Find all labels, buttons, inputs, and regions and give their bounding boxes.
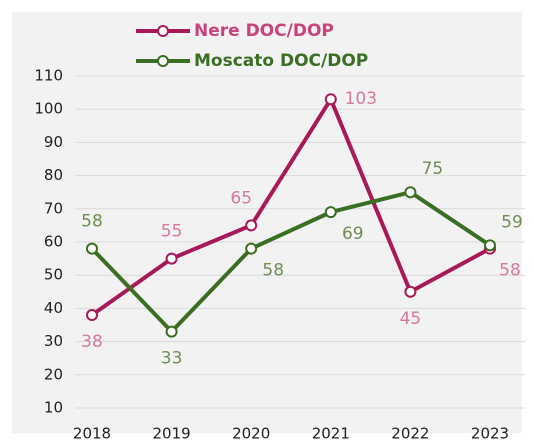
data-label: 55 bbox=[161, 222, 183, 242]
point bbox=[324, 93, 337, 106]
data-label: 69 bbox=[342, 224, 364, 244]
y-tick-label: 110 bbox=[34, 67, 63, 85]
point bbox=[165, 325, 178, 338]
x-tick-label: 2019 bbox=[153, 425, 191, 443]
data-label: 59 bbox=[501, 212, 523, 232]
x-tick-label: 2018 bbox=[73, 425, 111, 443]
data-label: 103 bbox=[345, 89, 377, 109]
legend-marker bbox=[157, 25, 169, 37]
y-tick-label: 20 bbox=[44, 365, 63, 383]
data-label: 75 bbox=[422, 159, 444, 179]
point bbox=[484, 239, 496, 252]
data-label: 58 bbox=[499, 261, 521, 281]
data-label: 38 bbox=[81, 332, 103, 352]
data-label: 65 bbox=[230, 188, 252, 208]
x-tick-label: 2021 bbox=[312, 425, 350, 443]
data-label: 58 bbox=[262, 261, 284, 281]
point bbox=[165, 252, 178, 265]
x-tick-label: 2023 bbox=[471, 425, 509, 443]
y-tick-label: 50 bbox=[44, 266, 63, 284]
y-tick-label: 100 bbox=[34, 100, 63, 118]
y-tick-label: 60 bbox=[44, 233, 63, 251]
point bbox=[245, 242, 258, 255]
data-label: 45 bbox=[400, 309, 422, 329]
legend-marker bbox=[157, 55, 169, 67]
point bbox=[404, 285, 417, 298]
plot-background bbox=[12, 12, 522, 433]
y-tick-label: 40 bbox=[44, 299, 63, 317]
legend-label: Moscato DOC/DOP bbox=[194, 51, 368, 71]
data-label: 33 bbox=[161, 349, 183, 369]
y-tick-label: 70 bbox=[44, 199, 63, 217]
y-tick-label: 10 bbox=[44, 399, 63, 417]
point bbox=[86, 242, 98, 255]
point bbox=[404, 186, 417, 199]
series-line bbox=[90, 97, 491, 317]
x-tick-label: 2020 bbox=[232, 425, 270, 443]
point bbox=[324, 206, 337, 219]
data-label: 58 bbox=[81, 212, 103, 232]
x-tick-label: 2022 bbox=[391, 425, 429, 443]
point bbox=[86, 309, 98, 322]
y-tick-label: 80 bbox=[44, 166, 63, 184]
legend-label: Nere DOC/DOP bbox=[194, 21, 334, 41]
series-line bbox=[90, 190, 492, 334]
point bbox=[245, 219, 258, 232]
y-tick-label: 90 bbox=[44, 133, 63, 151]
y-tick-label: 30 bbox=[44, 332, 63, 350]
